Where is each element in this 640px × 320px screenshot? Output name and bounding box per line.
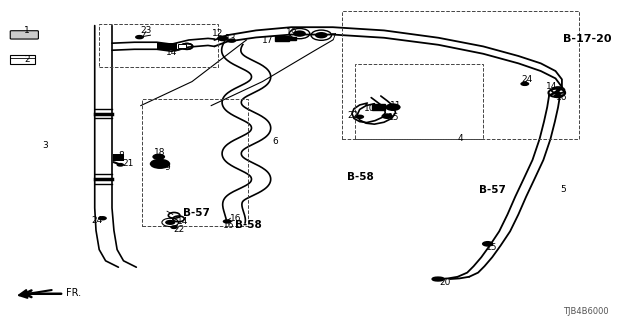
Text: 16: 16	[223, 221, 235, 230]
Text: 6: 6	[273, 137, 278, 146]
Text: 1: 1	[24, 26, 29, 35]
Text: 9: 9	[165, 163, 170, 172]
Text: 21: 21	[122, 159, 134, 168]
Circle shape	[150, 159, 170, 169]
Circle shape	[217, 36, 228, 41]
Bar	[142, 99, 248, 226]
Circle shape	[98, 216, 107, 220]
Circle shape	[381, 113, 393, 119]
Text: 14: 14	[177, 217, 188, 226]
Circle shape	[482, 241, 493, 247]
Text: 18: 18	[154, 148, 166, 157]
Text: 24: 24	[522, 75, 533, 84]
Text: 16: 16	[230, 214, 241, 223]
Text: 5: 5	[561, 185, 566, 194]
Text: 15: 15	[486, 243, 497, 252]
Text: 8: 8	[119, 151, 124, 160]
Circle shape	[116, 163, 124, 167]
Text: TJB4B6000: TJB4B6000	[563, 308, 609, 316]
Text: 3: 3	[42, 141, 47, 150]
Bar	[157, 43, 177, 50]
Text: 2: 2	[24, 55, 29, 64]
Circle shape	[553, 91, 561, 95]
Text: 14: 14	[546, 82, 557, 91]
Bar	[178, 44, 186, 48]
Text: 14: 14	[166, 48, 177, 57]
Circle shape	[554, 94, 563, 98]
Text: 13: 13	[225, 34, 236, 43]
Text: 22: 22	[348, 111, 359, 120]
Text: 22: 22	[173, 225, 185, 234]
Circle shape	[435, 276, 445, 282]
Bar	[355, 64, 483, 139]
Bar	[99, 24, 218, 67]
Bar	[113, 154, 124, 161]
Circle shape	[293, 30, 306, 37]
Text: 17: 17	[262, 36, 273, 44]
Text: 11: 11	[390, 101, 401, 110]
Circle shape	[165, 220, 175, 225]
Text: 10: 10	[364, 104, 375, 113]
Text: 4: 4	[458, 134, 463, 143]
Circle shape	[385, 103, 401, 111]
Circle shape	[355, 115, 364, 119]
Circle shape	[170, 225, 178, 229]
Text: 23: 23	[140, 26, 152, 35]
Circle shape	[135, 35, 144, 39]
Bar	[372, 104, 385, 110]
Circle shape	[227, 38, 236, 43]
Text: 24: 24	[92, 216, 103, 225]
Text: 12: 12	[212, 29, 223, 38]
Text: B-57: B-57	[479, 185, 506, 196]
Text: 7: 7	[330, 33, 335, 42]
Bar	[10, 55, 35, 64]
Text: B-58: B-58	[347, 172, 374, 182]
FancyBboxPatch shape	[10, 31, 38, 39]
Circle shape	[223, 219, 232, 224]
Text: 16: 16	[556, 93, 568, 102]
Text: FR.: FR.	[66, 288, 81, 299]
Circle shape	[152, 154, 165, 160]
Text: B-57: B-57	[183, 208, 210, 218]
Text: 15: 15	[388, 113, 399, 122]
Text: 19: 19	[286, 28, 298, 36]
Text: B-58: B-58	[235, 220, 262, 230]
Bar	[275, 36, 289, 41]
Text: 20: 20	[439, 278, 451, 287]
Circle shape	[431, 276, 442, 282]
Circle shape	[520, 82, 529, 86]
Circle shape	[315, 32, 328, 38]
Bar	[289, 37, 296, 40]
Text: B-17-20: B-17-20	[563, 34, 612, 44]
Circle shape	[556, 89, 561, 92]
Bar	[342, 11, 579, 139]
